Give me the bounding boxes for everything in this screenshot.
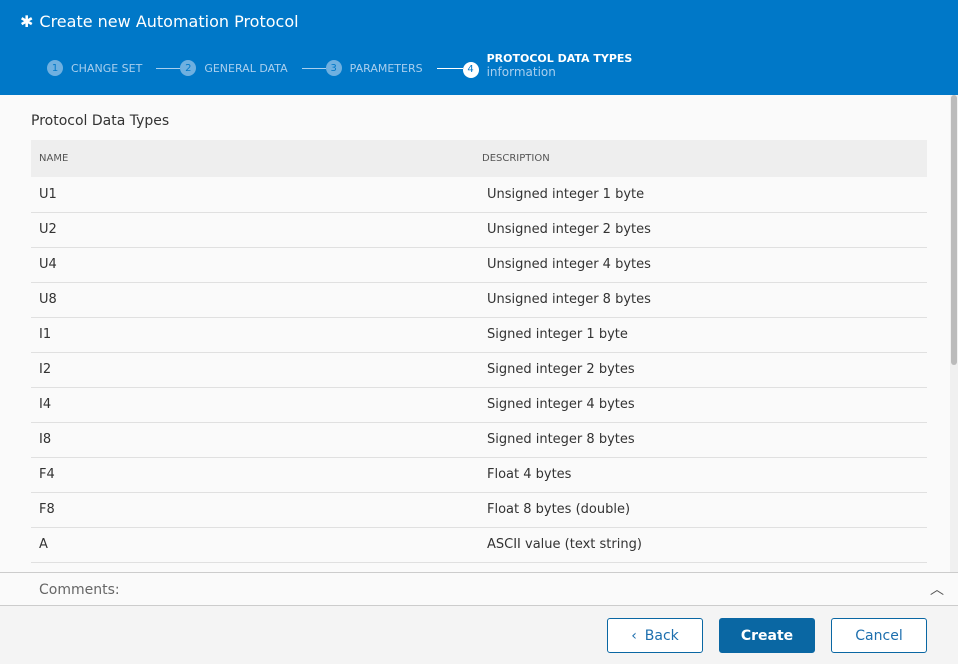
column-header-name[interactable]: NAME <box>31 140 474 177</box>
table-row[interactable]: U1 Unsigned integer 1 byte <box>31 177 927 213</box>
table-row[interactable]: U8 Unsigned integer 8 bytes <box>31 282 927 318</box>
step-general-data[interactable]: 2 GENERAL DATA <box>180 52 288 76</box>
step-parameters[interactable]: 3 PARAMETERS <box>325 52 423 76</box>
table-row[interactable]: I4 Signed integer 4 bytes <box>31 387 927 423</box>
cell-description: ASCII value (text string) <box>474 527 927 563</box>
step-connector <box>301 68 326 69</box>
step-change-set[interactable]: 1 CHANGE SET <box>47 52 142 76</box>
comments-panel[interactable]: Comments: ︿ <box>0 572 958 606</box>
cell-description: Signed integer 1 byte <box>474 317 927 353</box>
cell-name: F8 <box>31 492 474 528</box>
table-row[interactable]: A ASCII value (text string) <box>31 527 927 563</box>
cell-description: Unsigned integer 2 bytes <box>474 212 927 248</box>
cell-description: Unsigned integer 8 bytes <box>474 282 927 318</box>
chevron-left-icon: ‹ <box>631 627 637 644</box>
asterisk-icon: ✱ <box>20 12 34 31</box>
create-button[interactable]: Create <box>719 618 815 653</box>
scrollbar-thumb[interactable] <box>951 95 957 365</box>
cell-description: Unsigned integer 4 bytes <box>474 247 927 283</box>
cell-name: I4 <box>31 387 474 423</box>
cell-name: A <box>31 527 474 563</box>
table-row[interactable]: U2 Unsigned integer 2 bytes <box>31 212 927 248</box>
cell-name: I1 <box>31 317 474 353</box>
scrollbar[interactable] <box>950 95 958 572</box>
step-connector <box>156 68 181 69</box>
cell-description: Signed integer 4 bytes <box>474 387 927 423</box>
cell-description: Float 4 bytes <box>474 457 927 493</box>
cell-description: Signed integer 2 bytes <box>474 352 927 388</box>
cell-name: U1 <box>31 177 474 213</box>
cell-description: Unsigned integer 1 byte <box>474 177 927 213</box>
dialog-header: ✱ Create new Automation Protocol 1 CHANGE … <box>0 0 958 95</box>
table-row[interactable]: I2 Signed integer 2 bytes <box>31 352 927 388</box>
data-types-table: NAME DESCRIPTION U1 Unsigned integer 1 byt… <box>31 140 927 563</box>
table-row[interactable]: U4 Unsigned integer 4 bytes <box>31 247 927 283</box>
section-title: Protocol Data Types <box>31 113 170 129</box>
cell-name: F4 <box>31 457 474 493</box>
cancel-button[interactable]: Cancel <box>831 618 927 653</box>
table-row[interactable]: I8 Signed integer 8 bytes <box>31 422 927 458</box>
table-row[interactable]: F8 Float 8 bytes (double) <box>31 492 927 528</box>
table-row[interactable]: I1 Signed integer 1 byte <box>31 317 927 353</box>
cell-name: I8 <box>31 422 474 458</box>
step-connector <box>436 68 463 69</box>
back-button[interactable]: ‹ Back <box>607 618 703 653</box>
dialog-footer: ‹ Back Create Cancel <box>0 606 958 664</box>
cell-name: I2 <box>31 352 474 388</box>
content-area: Protocol Data Types NAME DESCRIPTION U1 Un… <box>0 95 950 572</box>
table-row[interactable]: F4 Float 4 bytes <box>31 457 927 493</box>
step-protocol-data-types[interactable]: 4 PROTOCOL DATA TYPES information <box>462 52 632 79</box>
cell-name: U4 <box>31 247 474 283</box>
cell-description: Signed integer 8 bytes <box>474 422 927 458</box>
chevron-up-icon[interactable]: ︿ <box>930 582 944 598</box>
cell-name: U8 <box>31 282 474 318</box>
column-header-description[interactable]: DESCRIPTION <box>474 140 927 177</box>
dialog-title: ✱ Create new Automation Protocol <box>20 12 299 31</box>
cell-name: U2 <box>31 212 474 248</box>
cell-description: Float 8 bytes (double) <box>474 492 927 528</box>
